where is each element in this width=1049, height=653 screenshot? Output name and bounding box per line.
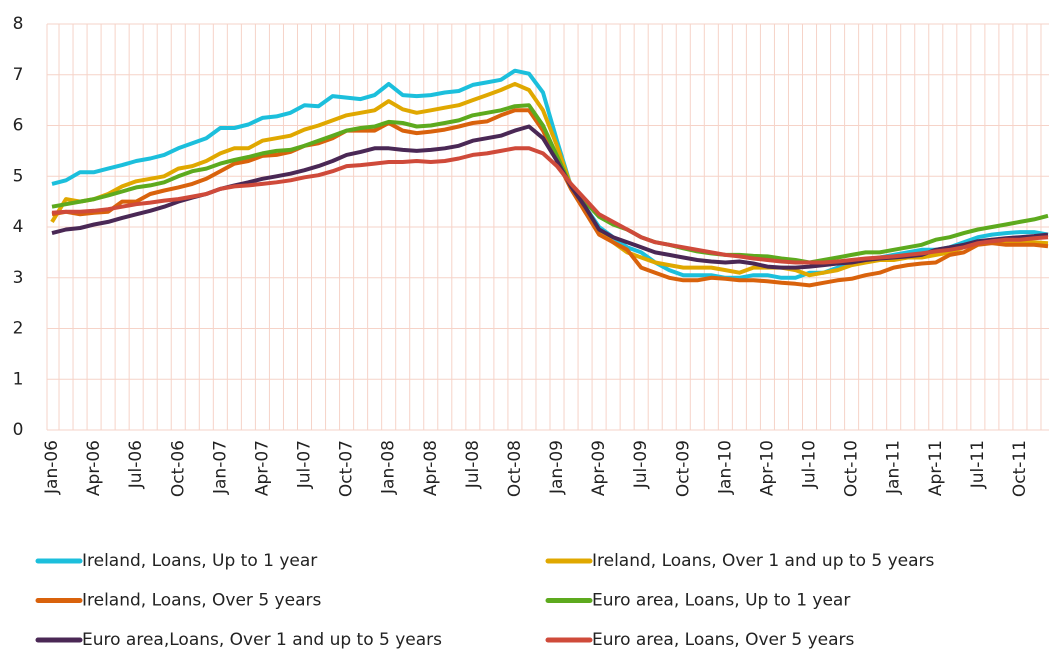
x-tick-label: Jan-06 [42,440,62,495]
x-tick-label: Oct-07 [337,440,357,497]
y-tick-label: 6 [13,116,24,136]
x-tick-label: Apr-09 [589,440,609,496]
y-tick-label: 4 [13,217,24,237]
x-tick-label: Apr-08 [421,440,441,496]
legend-label: Euro area,Loans, Over 1 and up to 5 year… [82,630,442,650]
legend-label: Euro area, Loans, Up to 1 year [592,591,850,611]
series-line [51,103,1049,265]
y-tick-label: 1 [13,369,24,389]
y-tick-label: 5 [13,166,24,186]
y-tick-label: 8 [13,14,24,34]
legend-label: Ireland, Loans, Up to 1 year [82,551,317,571]
x-tick-label: Apr-06 [84,440,104,496]
x-tick-label: Jul-11 [968,440,988,489]
y-tick-label: 3 [13,268,24,288]
x-tick-label: Oct-09 [673,440,693,497]
x-tick-label: Apr-10 [757,440,777,496]
x-tick-label: Oct-10 [842,440,862,497]
x-tick-label: Jul-06 [126,440,146,489]
x-tick-label: Jul-07 [295,440,315,489]
x-tick-label: Jan-10 [715,440,735,495]
x-tick-label: Oct-08 [505,440,525,497]
y-tick-label: 2 [13,319,24,339]
y-tick-label: 7 [13,65,24,85]
y-tick-label: 0 [13,420,24,440]
x-tick-label: Jan-08 [379,440,399,495]
legend-label: Ireland, Loans, Over 1 and up to 5 years [592,551,935,571]
x-tick-label: Jan-07 [210,440,230,495]
legend-label: Ireland, Loans, Over 5 years [82,591,321,611]
x-tick-label: Apr-07 [252,440,272,496]
x-tick-label: Jul-10 [800,440,820,489]
x-tick-label: Jan-09 [547,440,567,495]
x-tick-label: Jul-08 [463,440,483,489]
x-tick-label: Apr-11 [926,440,946,496]
x-tick-label: Oct-06 [168,440,188,497]
x-tick-label: Oct-11 [1010,440,1030,497]
x-tick-label: Jul-09 [631,440,651,489]
legend-label: Euro area, Loans, Over 5 years [592,630,855,650]
series-line [51,146,1049,265]
x-tick-label: Jan-11 [884,440,904,495]
